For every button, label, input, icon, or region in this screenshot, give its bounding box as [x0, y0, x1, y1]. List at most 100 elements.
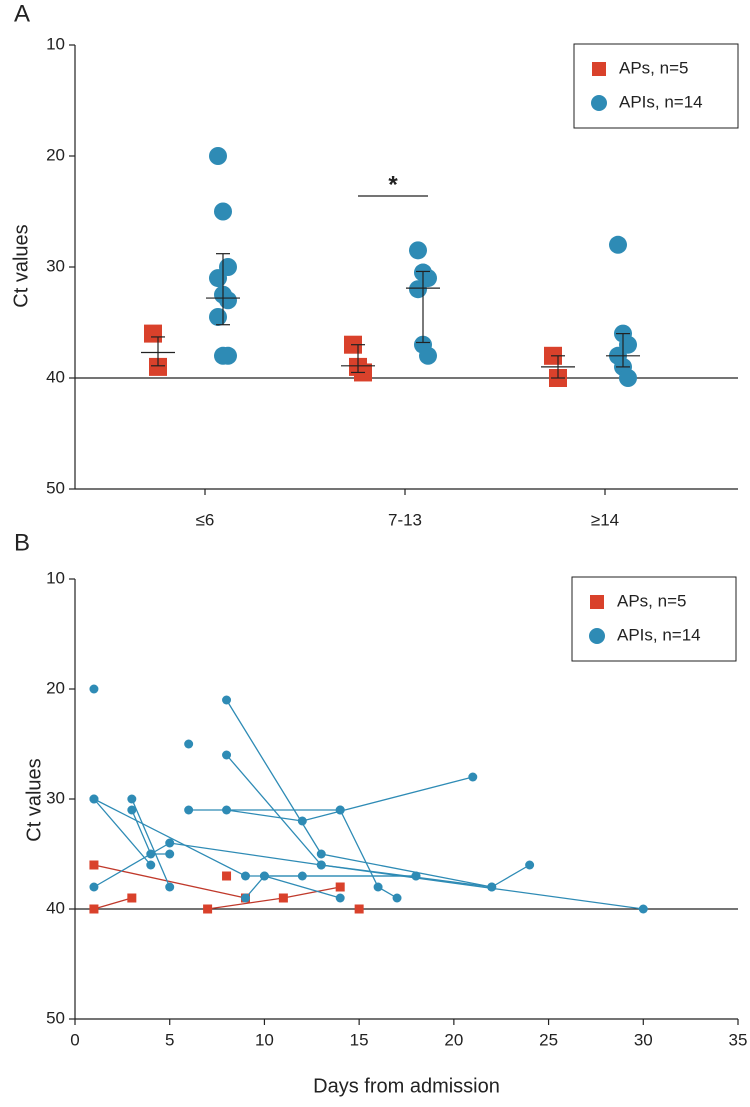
- y-tick-label: 20: [46, 145, 65, 164]
- patient-line: [226, 754, 644, 910]
- data-point: [222, 750, 232, 760]
- x-tick-label: 10: [255, 1030, 274, 1049]
- x-tick-label: 30: [634, 1030, 653, 1049]
- significance-label: *: [388, 171, 398, 198]
- patient-line: [244, 875, 341, 899]
- data-point: [165, 838, 175, 848]
- data-point: [468, 772, 478, 782]
- legend-marker: [589, 628, 605, 644]
- data-point: [373, 882, 383, 892]
- data-point: [316, 849, 326, 859]
- data-point: [184, 805, 194, 815]
- patient-line: [93, 798, 152, 866]
- data-point: [409, 241, 427, 260]
- y-tick-label: 10: [46, 34, 65, 53]
- x-axis-label: Days from admission: [313, 1075, 500, 1097]
- legend-marker: [592, 62, 606, 76]
- legend-marker: [590, 595, 604, 609]
- patient-line: [226, 776, 473, 822]
- data-point: [222, 871, 232, 881]
- data-point: [203, 904, 213, 914]
- y-axis-label: Ct values: [23, 758, 45, 841]
- data-point: [184, 739, 194, 749]
- data-point: [89, 882, 99, 892]
- x-tick-label: 35: [729, 1030, 748, 1049]
- data-point: [222, 805, 232, 815]
- y-tick-label: 50: [46, 478, 65, 497]
- data-point: [609, 235, 627, 254]
- data-point: [127, 805, 137, 815]
- data-point: [259, 871, 269, 881]
- data-point: [638, 904, 648, 914]
- data-point: [297, 816, 307, 826]
- data-point: [209, 269, 227, 288]
- y-axis-label: Ct values: [10, 224, 32, 307]
- legend-label: APIs, n=14: [619, 92, 703, 111]
- data-point: [127, 794, 137, 804]
- data-point: [335, 882, 345, 892]
- data-point: [219, 346, 237, 365]
- data-point: [127, 893, 137, 903]
- data-point: [146, 849, 156, 859]
- data-point: [222, 695, 232, 705]
- data-point: [619, 369, 637, 387]
- data-point: [214, 202, 232, 221]
- legend-label: APIs, n=14: [617, 625, 701, 644]
- x-tick-label: ≥14: [591, 510, 619, 529]
- data-point: [240, 893, 250, 903]
- patient-line: [207, 886, 341, 910]
- data-point: [149, 357, 167, 376]
- panel-label: B: [14, 529, 30, 556]
- y-tick-label: 30: [46, 788, 65, 807]
- data-point: [487, 882, 497, 892]
- legend-label: APs, n=5: [617, 591, 686, 610]
- patient-line: [225, 699, 530, 888]
- patient-line: [131, 798, 171, 888]
- data-point: [411, 871, 421, 881]
- data-point: [89, 860, 99, 870]
- data-point: [209, 307, 227, 326]
- y-tick-label: 40: [46, 367, 65, 386]
- data-point: [144, 324, 162, 343]
- data-point: [240, 871, 250, 881]
- patient-line: [93, 897, 133, 910]
- legend-label: APs, n=5: [619, 58, 688, 77]
- y-tick-label: 50: [46, 1008, 65, 1027]
- data-point: [165, 882, 175, 892]
- data-point: [89, 684, 99, 694]
- data-point: [89, 794, 99, 804]
- data-point: [89, 904, 99, 914]
- data-point: [146, 860, 156, 870]
- patient-line: [188, 809, 398, 899]
- data-point: [335, 805, 345, 815]
- data-point: [525, 860, 535, 870]
- y-tick-label: 10: [46, 568, 65, 587]
- patient-line: [93, 864, 246, 899]
- x-tick-label: 15: [350, 1030, 369, 1049]
- data-point: [316, 860, 326, 870]
- data-point: [409, 280, 427, 299]
- x-tick-label: 7-13: [388, 510, 422, 529]
- legend-box: [571, 576, 737, 662]
- data-point: [354, 904, 364, 914]
- y-tick-label: 40: [46, 898, 65, 917]
- x-tick-label: 0: [70, 1030, 79, 1049]
- data-point: [335, 893, 345, 903]
- x-tick-label: ≤6: [196, 510, 215, 529]
- data-point: [392, 893, 402, 903]
- x-tick-label: 25: [539, 1030, 558, 1049]
- data-point: [419, 346, 437, 365]
- panel-label: A: [14, 0, 30, 27]
- legend-box: [573, 43, 739, 129]
- x-tick-label: 5: [165, 1030, 174, 1049]
- y-tick-label: 20: [46, 678, 65, 697]
- data-point: [209, 147, 227, 165]
- legend-marker: [591, 95, 607, 111]
- data-point: [219, 291, 237, 310]
- patient-line: [131, 809, 170, 855]
- y-tick-label: 30: [46, 256, 65, 275]
- data-point: [165, 849, 175, 859]
- data-point: [278, 893, 288, 903]
- x-tick-label: 20: [444, 1030, 463, 1049]
